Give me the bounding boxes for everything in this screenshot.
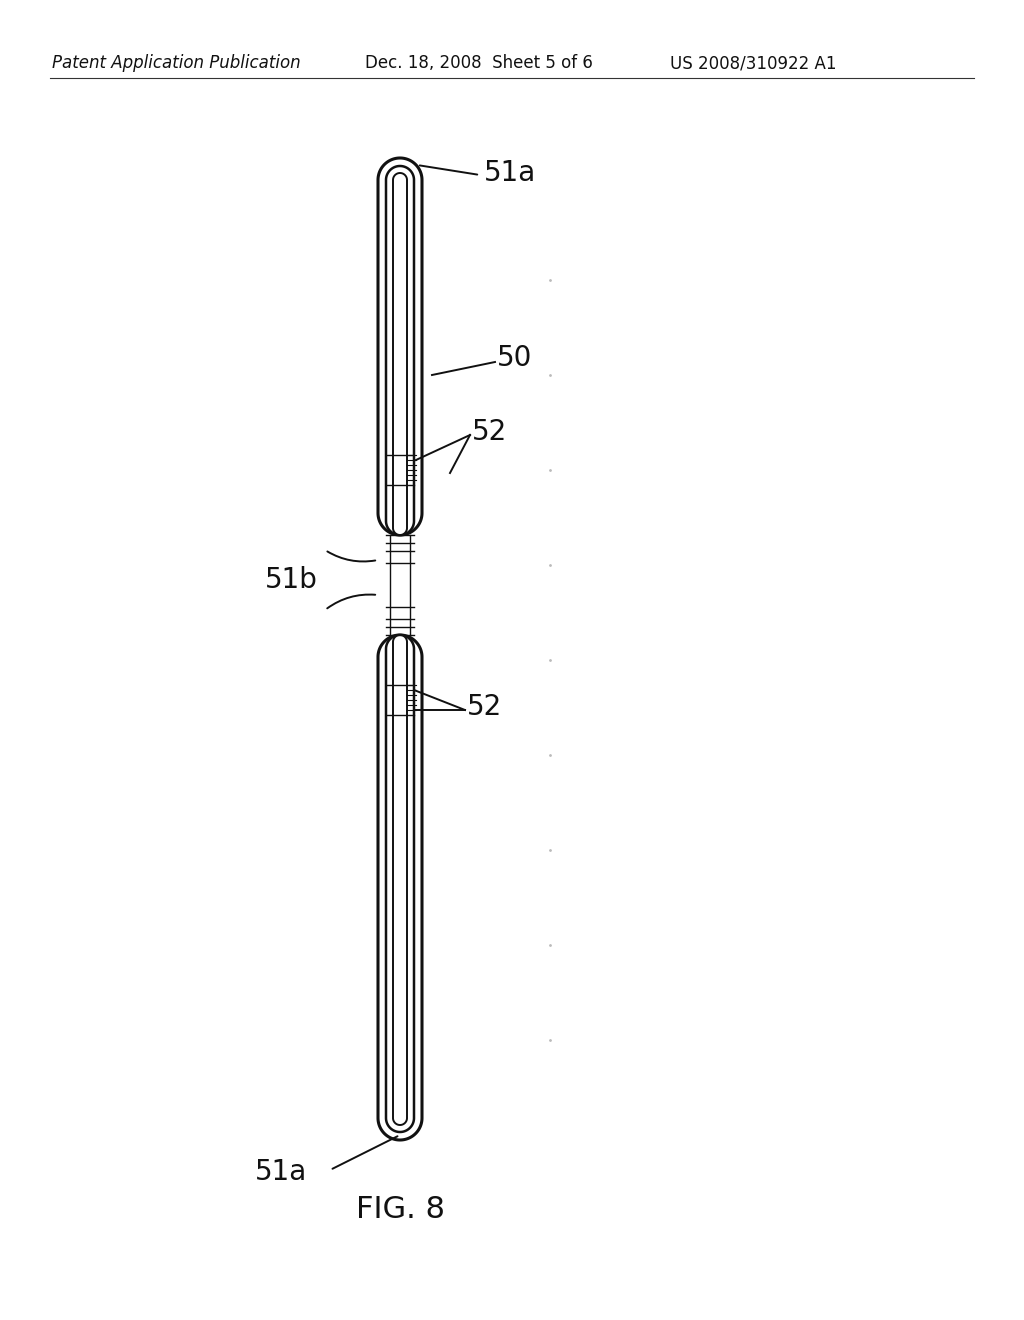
Text: 52: 52 (472, 418, 507, 446)
Text: 51a: 51a (484, 158, 537, 187)
Polygon shape (386, 635, 414, 1133)
Text: 50: 50 (497, 345, 532, 372)
Text: 52: 52 (467, 693, 502, 721)
Polygon shape (386, 166, 414, 535)
Text: FIG. 8: FIG. 8 (355, 1196, 444, 1225)
Polygon shape (393, 173, 407, 535)
Text: 51a: 51a (255, 1158, 307, 1185)
Text: US 2008/310922 A1: US 2008/310922 A1 (670, 54, 837, 73)
Polygon shape (378, 635, 422, 1140)
Text: Dec. 18, 2008  Sheet 5 of 6: Dec. 18, 2008 Sheet 5 of 6 (365, 54, 593, 73)
Polygon shape (378, 158, 422, 535)
Text: 51b: 51b (265, 566, 317, 594)
Text: Patent Application Publication: Patent Application Publication (52, 54, 301, 73)
Polygon shape (393, 635, 407, 1125)
